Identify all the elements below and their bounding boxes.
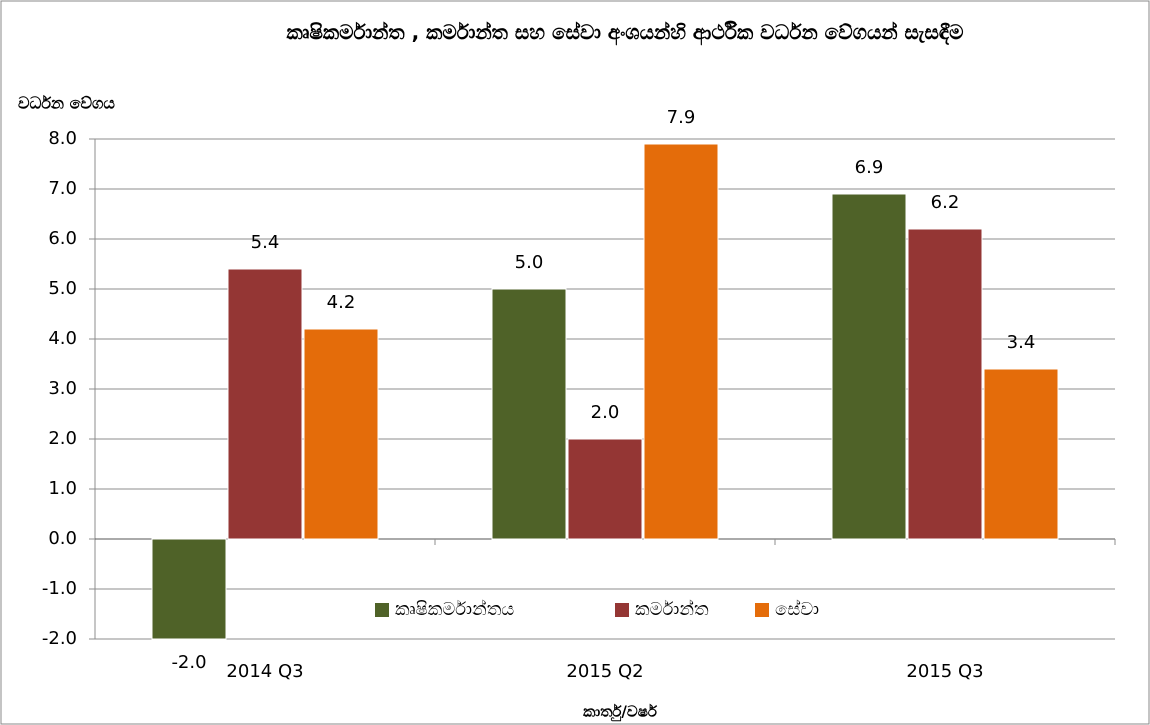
bar [567,438,643,540]
y-tick-label: 7.0 [48,178,77,199]
data-label: 5.0 [515,252,544,273]
data-label: 4.2 [327,292,356,313]
chart-title: කෘෂිකර්මාන්ත , කර්මාන්ත සහ සේවා අංශයන්හි… [286,20,964,44]
data-label: -2.0 [171,652,206,673]
y-tick-label: 4.0 [48,328,77,349]
data-label: 6.9 [855,157,884,178]
bar [227,268,303,540]
x-tick-label: 2014 Q3 [226,661,303,682]
legend-label: කර්මාන්ත [635,599,709,620]
y-tick-label: 6.0 [48,228,77,249]
data-label: 3.4 [1007,332,1036,353]
data-label: 2.0 [591,402,620,423]
legend-swatch [375,603,389,617]
y-tick-label: 3.0 [48,378,77,399]
legend-label: සේවා [775,599,819,620]
data-label: 7.9 [667,107,696,128]
data-label: 6.2 [931,192,960,213]
data-label: 5.4 [251,232,280,253]
y-axis-label: වර්ධන වේගය [18,94,115,113]
y-tick-label: 5.0 [48,278,77,299]
bar [907,228,983,540]
y-tick-label: 1.0 [48,478,77,499]
x-tick-label: 2015 Q3 [906,661,983,682]
bar [303,328,379,540]
y-tick-label: -2.0 [42,628,77,649]
y-tick-label: 2.0 [48,428,77,449]
x-tick-label: 2015 Q2 [566,661,643,682]
y-tick-label: -1.0 [42,578,77,599]
bar [831,193,907,540]
bar [983,368,1059,540]
bar [491,288,567,540]
y-tick-label: 8.0 [48,128,77,149]
bar [151,538,227,640]
legend-label: කෘෂිකර්මාන්තය [395,599,514,620]
y-tick-label: 0.0 [48,528,77,549]
legend-swatch [755,603,769,617]
x-axis-label: කාර්තු/වර්ෂ [583,703,658,722]
bar [643,143,719,540]
legend-swatch [615,603,629,617]
